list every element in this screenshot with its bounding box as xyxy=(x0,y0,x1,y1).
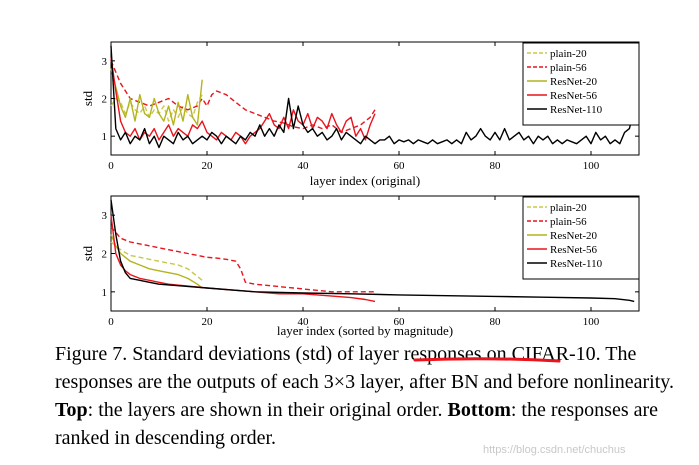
legend-label: ResNet-20 xyxy=(550,76,598,88)
y-tick-label: 1 xyxy=(102,287,108,299)
x-tick-label: 100 xyxy=(583,316,600,328)
y-axis-label: std xyxy=(80,245,95,261)
caption-bottom-label: Bottom xyxy=(447,399,511,421)
x-tick-label: 60 xyxy=(394,160,406,172)
x-tick-label: 80 xyxy=(490,316,502,328)
x-tick-label: 0 xyxy=(108,160,114,172)
y-tick-label: 1 xyxy=(102,131,108,143)
series-line-resnet-56 xyxy=(110,57,376,145)
caption-text-2: on CIFAR-10. The responses are the outpu… xyxy=(55,343,674,393)
caption-text-1: Standard deviations (std) of xyxy=(127,343,359,365)
y-tick-label: 3 xyxy=(102,56,108,68)
x-axis-label: layer index (sorted by magnitude) xyxy=(277,323,453,338)
series-line-resnet-110 xyxy=(110,45,635,149)
y-tick-label: 2 xyxy=(102,249,108,261)
series-line-resnet-56 xyxy=(110,215,376,303)
legend-label: ResNet-56 xyxy=(550,90,598,102)
legend-label: plain-56 xyxy=(550,216,587,228)
legend-box xyxy=(522,196,640,280)
chart-panel-top: 0 20 40 60 80 100 1 2 3 layer index (original) std… xyxy=(80,41,640,188)
legend-label: ResNet-56 xyxy=(550,244,598,256)
legend-label: ResNet-110 xyxy=(550,258,603,270)
highlight-underline xyxy=(413,357,561,363)
legend-box xyxy=(522,42,640,126)
x-tick-label: 20 xyxy=(202,316,214,328)
x-axis-label: layer index (original) xyxy=(310,173,420,188)
x-tick-label: 60 xyxy=(394,316,406,328)
y-tick-label: 2 xyxy=(102,94,108,106)
watermark: https://blog.csdn.net/chuchus xyxy=(483,444,626,456)
x-tick-label: 40 xyxy=(298,160,310,172)
legend-label: plain-20 xyxy=(550,202,587,214)
legend-label: plain-20 xyxy=(550,48,587,60)
caption-text-3: : the layers are shown in their original… xyxy=(87,399,448,421)
series-line-resnet-20 xyxy=(110,234,203,289)
x-tick-label: 100 xyxy=(583,160,600,172)
series-line-resnet-20 xyxy=(110,68,203,126)
x-tick-label: 20 xyxy=(202,160,214,172)
x-tick-label: 40 xyxy=(298,316,310,328)
chart-panel-bottom: 0 20 40 60 80 100 1 2 3 layer index (sorted by ma… xyxy=(80,195,640,338)
series-line-resnet-110 xyxy=(110,199,635,303)
y-tick-label: 3 xyxy=(102,210,108,222)
series-line-plain-20 xyxy=(110,241,203,281)
caption-top-label: Top xyxy=(55,399,88,421)
x-tick-label: 80 xyxy=(490,160,502,172)
caption-fig-label: Figure 7. xyxy=(55,343,128,365)
legend-label: ResNet-20 xyxy=(550,230,598,242)
series-line-plain-56 xyxy=(110,226,375,293)
caption-text-4: : the responses are ranked in descending… xyxy=(55,399,659,449)
legend-label: ResNet-110 xyxy=(550,104,603,116)
figure-caption: Figure 7. Standard deviations (std) of l… xyxy=(55,340,675,452)
series-line-plain-20 xyxy=(110,94,203,122)
legend-label: plain-56 xyxy=(550,62,587,74)
series-line-plain-56 xyxy=(110,60,376,134)
x-tick-label: 0 xyxy=(108,316,114,328)
y-axis-label: std xyxy=(80,90,95,106)
